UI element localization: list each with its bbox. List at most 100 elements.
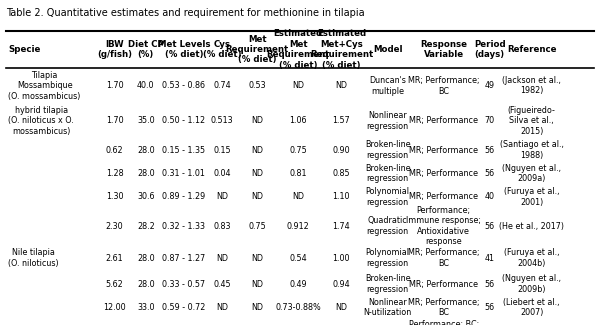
Text: Performance;
Immune response;
Antioxidative
response: Performance; Immune response; Antioxidat…	[406, 206, 481, 246]
Text: 28.0: 28.0	[137, 146, 155, 155]
Text: Nile tilapia
(O. niloticus): Nile tilapia (O. niloticus)	[8, 248, 59, 268]
Text: IBW
(g/fish): IBW (g/fish)	[97, 40, 132, 59]
Text: 56: 56	[485, 146, 494, 155]
Text: ND: ND	[216, 303, 228, 312]
Text: Cys
(% diet): Cys (% diet)	[203, 40, 241, 59]
Text: 0.49: 0.49	[289, 280, 307, 289]
Text: 35.0: 35.0	[137, 116, 155, 125]
Text: Nonlinear
regression: Nonlinear regression	[367, 111, 409, 131]
Text: 5.62: 5.62	[106, 280, 124, 289]
Text: Reference: Reference	[507, 45, 556, 54]
Text: Specie: Specie	[8, 45, 41, 54]
Text: ND: ND	[251, 280, 263, 289]
Text: 12.00: 12.00	[103, 303, 126, 312]
Text: 0.32 - 1.33: 0.32 - 1.33	[163, 222, 205, 231]
Text: MR; Performance: MR; Performance	[409, 116, 478, 125]
Text: 1.70: 1.70	[106, 116, 124, 125]
Text: 0.53 - 0.86: 0.53 - 0.86	[163, 81, 205, 90]
Text: 0.89 - 1.29: 0.89 - 1.29	[162, 192, 206, 202]
Text: 28.0: 28.0	[137, 254, 155, 263]
Text: 41: 41	[485, 254, 494, 263]
Text: 0.74: 0.74	[213, 81, 231, 90]
Text: ND: ND	[216, 254, 228, 263]
Text: 0.15: 0.15	[213, 146, 231, 155]
Text: Response
Variable: Response Variable	[420, 40, 467, 59]
Text: 0.75: 0.75	[289, 146, 307, 155]
Text: 1.10: 1.10	[332, 192, 350, 202]
Text: 30.6: 30.6	[137, 192, 155, 202]
Text: 0.45: 0.45	[213, 280, 231, 289]
Text: Model: Model	[373, 45, 403, 54]
Text: 40: 40	[485, 192, 494, 202]
Text: 40.0: 40.0	[137, 81, 155, 90]
Text: 1.57: 1.57	[332, 116, 350, 125]
Text: (Furuya et al.,
2004b): (Furuya et al., 2004b)	[504, 248, 559, 268]
Text: (Figueiredo-
Silva et al.,
2015): (Figueiredo- Silva et al., 2015)	[508, 106, 556, 136]
Text: 0.54: 0.54	[289, 254, 307, 263]
Text: Tilapia
Mossambique
(O. mossambicus): Tilapia Mossambique (O. mossambicus)	[8, 71, 81, 101]
Text: 0.33 - 0.57: 0.33 - 0.57	[163, 280, 205, 289]
Text: (He et al., 2017): (He et al., 2017)	[499, 222, 564, 231]
Text: 1.06: 1.06	[289, 116, 307, 125]
Text: (Furuya et al.,
2001): (Furuya et al., 2001)	[504, 187, 559, 207]
Text: 0.62: 0.62	[106, 146, 124, 155]
Text: 1.70: 1.70	[106, 81, 124, 90]
Text: (Santiago et al.,
1988): (Santiago et al., 1988)	[500, 140, 563, 160]
Text: 1.28: 1.28	[106, 169, 124, 178]
Text: ND: ND	[292, 81, 304, 90]
Text: Broken-line
regression: Broken-line regression	[365, 164, 410, 183]
Text: 0.73-0.88%: 0.73-0.88%	[275, 303, 321, 312]
Text: 49: 49	[485, 81, 494, 90]
Text: 0.50 - 1.12: 0.50 - 1.12	[163, 116, 205, 125]
Text: 1.74: 1.74	[332, 222, 350, 231]
Text: Polynomial
regression: Polynomial regression	[365, 187, 410, 207]
Text: Estimated
Met
Requirement
(% diet): Estimated Met Requirement (% diet)	[266, 30, 330, 70]
Text: Broken-line
regression: Broken-line regression	[365, 274, 410, 294]
Text: Quadratic
regression: Quadratic regression	[367, 216, 409, 236]
Text: 2.61: 2.61	[106, 254, 124, 263]
Text: 56: 56	[485, 222, 494, 231]
Text: 0.90: 0.90	[332, 146, 350, 155]
Text: 0.59 - 0.72: 0.59 - 0.72	[162, 303, 206, 312]
Text: 0.83: 0.83	[213, 222, 231, 231]
Text: 0.912: 0.912	[287, 222, 310, 231]
Text: ND: ND	[251, 192, 263, 202]
Text: MR; Performance;
BC: MR; Performance; BC	[408, 76, 479, 96]
Text: 0.31 - 1.01: 0.31 - 1.01	[163, 169, 205, 178]
Text: 0.85: 0.85	[332, 169, 350, 178]
Text: 0.94: 0.94	[332, 280, 350, 289]
Text: Period
(days): Period (days)	[474, 40, 505, 59]
Text: 56: 56	[485, 303, 494, 312]
Text: MR; Performance: MR; Performance	[409, 169, 478, 178]
Text: (Nguyen et al.,
2009b): (Nguyen et al., 2009b)	[502, 274, 561, 294]
Text: Estimated
Met+Cys
Requirement
(% diet): Estimated Met+Cys Requirement (% diet)	[310, 30, 373, 70]
Text: Broken-line
regression: Broken-line regression	[365, 140, 410, 160]
Text: Duncan's
multiple: Duncan's multiple	[369, 76, 406, 96]
Text: MR; Performance: MR; Performance	[409, 192, 478, 202]
Text: ND: ND	[335, 303, 347, 312]
Text: ND: ND	[251, 303, 263, 312]
Text: hybrid tilapia
(O. niloticus x O.
mossambicus): hybrid tilapia (O. niloticus x O. mossam…	[8, 106, 74, 136]
Text: 0.513: 0.513	[211, 116, 233, 125]
Text: Met
Requirement
(% diet): Met Requirement (% diet)	[226, 35, 289, 64]
Text: 56: 56	[485, 169, 494, 178]
Text: 28.0: 28.0	[137, 169, 155, 178]
Text: ND: ND	[251, 254, 263, 263]
Text: 0.87 - 1.27: 0.87 - 1.27	[162, 254, 206, 263]
Text: 0.15 - 1.35: 0.15 - 1.35	[163, 146, 205, 155]
Text: 0.81: 0.81	[289, 169, 307, 178]
Text: MR; Performance;
BC: MR; Performance; BC	[408, 298, 479, 317]
Text: ND: ND	[292, 192, 304, 202]
Text: Nonlinear
N-utilization: Nonlinear N-utilization	[364, 298, 412, 317]
Text: 0.53: 0.53	[248, 81, 266, 90]
Text: (Jackson et al.,
1982): (Jackson et al., 1982)	[502, 76, 561, 96]
Text: 28.0: 28.0	[137, 280, 155, 289]
Text: 1.00: 1.00	[332, 254, 350, 263]
Text: ND: ND	[335, 81, 347, 90]
Text: 28.2: 28.2	[137, 222, 155, 231]
Text: 0.04: 0.04	[213, 169, 231, 178]
Text: Table 2. Quantitative estimates and requirement for methionine in tilapia: Table 2. Quantitative estimates and requ…	[6, 8, 365, 18]
Text: Met Levels
(% diet): Met Levels (% diet)	[158, 40, 210, 59]
Text: (Liebert et al.,
2007): (Liebert et al., 2007)	[503, 298, 560, 317]
Text: 33.0: 33.0	[137, 303, 155, 312]
